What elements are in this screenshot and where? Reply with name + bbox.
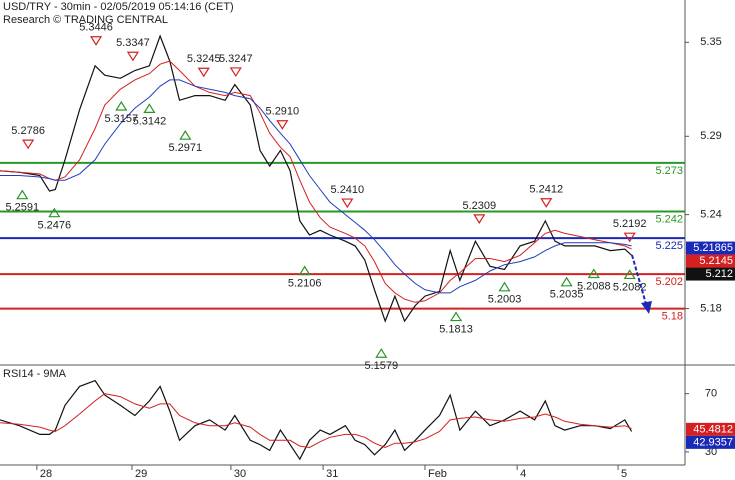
level-label: 5.273 [655, 165, 683, 177]
price-tag [686, 267, 735, 281]
rsi-title: RSI14 - 9MA [3, 368, 67, 380]
annotation-label: 5.3157 [104, 113, 138, 125]
x-tick-label: 29 [135, 468, 147, 480]
high-marker [126, 51, 140, 62]
x-tick-label: 28 [40, 468, 52, 480]
low-marker [498, 281, 511, 292]
y-tick-label: 70 [705, 388, 717, 400]
low-marker [298, 265, 311, 276]
high-marker [540, 198, 553, 208]
high-marker [276, 120, 289, 130]
annotation-label: 5.2410 [331, 184, 365, 196]
annotation-label: 5.1579 [364, 360, 398, 372]
annotation-label: 5.2003 [488, 294, 522, 306]
price-tag-label: 5.21865 [693, 242, 733, 254]
x-tick-label: 5 [621, 468, 627, 480]
y-tick-label: 5.18 [700, 303, 721, 315]
annotation-label: 5.3446 [79, 22, 113, 34]
annotation-label: 5.1813 [439, 323, 473, 335]
series-line [0, 79, 632, 294]
low-marker [16, 189, 29, 200]
annotation-label: 5.2476 [38, 220, 72, 232]
forecast-arrow [631, 254, 652, 314]
price-tag [686, 422, 735, 436]
chart-subtitle: Research © TRADING CENTRAL [3, 14, 168, 26]
x-tick-label: 30 [234, 468, 246, 480]
price-tag [686, 241, 735, 255]
annotation-label: 5.2786 [11, 125, 45, 137]
high-marker [89, 36, 103, 46]
annotation-label: 5.2082 [613, 281, 647, 293]
annotation-label: 5.2591 [5, 202, 39, 214]
x-tick-label: 31 [326, 468, 338, 480]
low-marker [115, 100, 128, 111]
series-line [0, 393, 632, 449]
low-marker [375, 348, 388, 358]
y-tick-label: 5.35 [700, 36, 721, 48]
y-tick-label: 5.24 [700, 209, 721, 221]
arrow-head [641, 301, 652, 314]
annotation-label: 5.2412 [529, 184, 563, 196]
level-label: 5.18 [662, 311, 683, 323]
price-tag [686, 254, 735, 268]
x-tick-label: Feb [428, 468, 447, 480]
annotation-label: 5.3142 [133, 115, 167, 127]
low-marker [587, 268, 600, 279]
annotation-label: 5.3247 [219, 53, 253, 65]
high-marker [623, 232, 636, 243]
high-marker [22, 139, 35, 150]
annotation-label: 5.2088 [577, 280, 611, 292]
annotation-label: 5.2035 [550, 289, 584, 301]
high-marker [229, 67, 242, 78]
price-tag-label: 5.2145 [699, 255, 733, 267]
low-marker [449, 311, 463, 322]
low-marker [179, 130, 192, 140]
level-label: 5.225 [655, 240, 683, 252]
series-line [0, 34, 633, 323]
price-tag [686, 435, 735, 449]
high-marker [341, 198, 354, 209]
low-marker [560, 276, 573, 287]
annotation-label: 5.2192 [613, 218, 647, 230]
high-marker [197, 67, 210, 78]
low-marker [623, 269, 636, 280]
high-marker [473, 214, 486, 225]
series-line [0, 60, 632, 303]
annotation-label: 5.2106 [288, 278, 322, 290]
level-label: 5.242 [655, 213, 683, 225]
price-tag-label: 45.4812 [693, 423, 733, 435]
chart-title: USD/TRY - 30min - 02/05/2019 05:14:16 (C… [3, 1, 234, 13]
arrow-shaft [631, 254, 647, 305]
level-label: 5.202 [655, 276, 683, 288]
annotation-label: 5.2309 [462, 200, 496, 212]
y-tick-label: 5.29 [700, 130, 721, 142]
annotation-label: 5.2971 [168, 142, 202, 154]
low-marker [143, 103, 156, 113]
price-tag-label: 5.212 [705, 268, 733, 280]
annotation-label: 5.3347 [116, 37, 150, 49]
series-line [0, 379, 633, 461]
annotation-label: 5.3245 [187, 53, 221, 65]
low-marker [48, 207, 61, 218]
annotation-label: 5.2910 [266, 106, 300, 118]
x-tick-label: 4 [520, 468, 526, 480]
price-panel: 5.18 5.24 5.29 5.35 5.273 5.242 5.225 5.202 5.18… [0, 22, 735, 372]
price-tag-label: 42.9357 [693, 436, 733, 448]
